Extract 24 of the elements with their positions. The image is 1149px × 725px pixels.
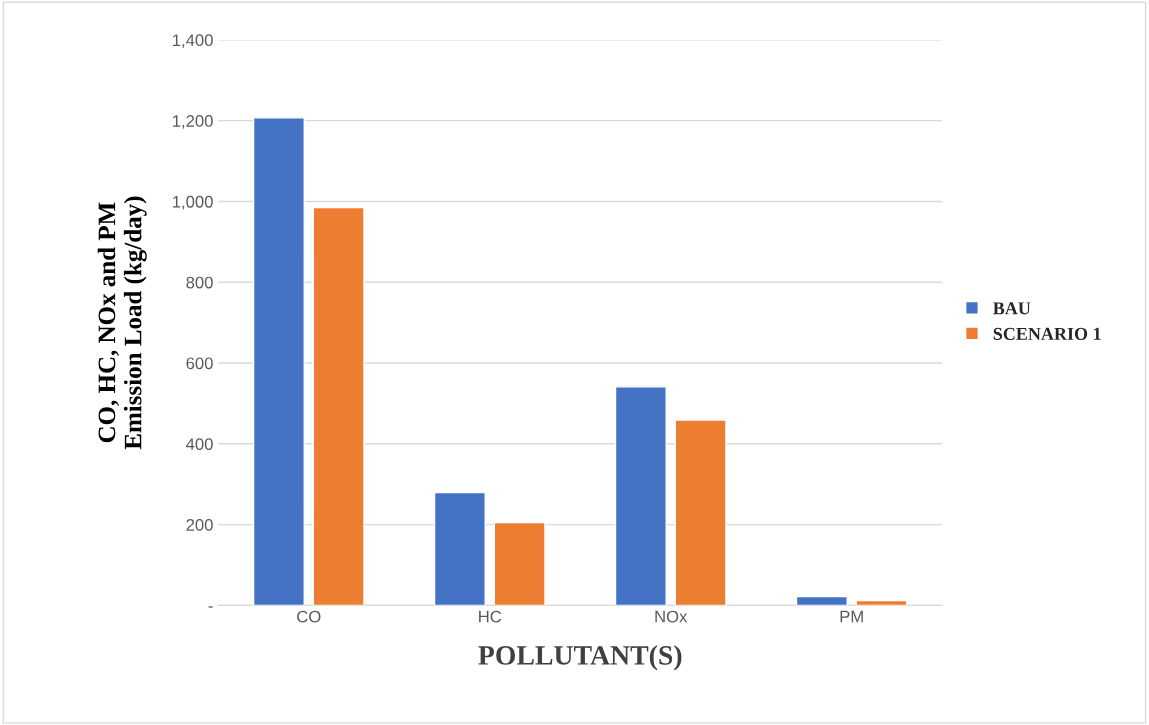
- y-tick-label: 1,000: [173, 195, 213, 210]
- bar: [674, 419, 727, 606]
- y-tick-label: -: [208, 606, 213, 608]
- y-tick-label: 800: [186, 276, 213, 289]
- bar: [795, 595, 848, 606]
- y-tick-label: 200: [186, 518, 213, 531]
- x-tick-label: NOx: [655, 610, 688, 623]
- y-axis-title: CO, HC, NOx and PM Emission Load (kg/day): [97, 196, 147, 450]
- bar: [312, 206, 365, 606]
- legend-label: SCENARIO 1: [993, 327, 1101, 340]
- legend-label: BAU: [993, 302, 1031, 315]
- bar: [252, 117, 305, 606]
- x-tick-label: HC: [479, 610, 502, 623]
- x-tick-label: CO: [297, 610, 321, 623]
- bar: [855, 599, 908, 606]
- y-tick-label: 600: [186, 357, 213, 370]
- y-tick-label: 1,400: [173, 34, 213, 49]
- bar: [493, 521, 546, 606]
- bar: [433, 491, 486, 606]
- x-axis-title: POLLUTANT(S): [478, 645, 682, 671]
- x-tick-label: PM: [840, 610, 863, 623]
- y-tick-label: 400: [186, 438, 213, 451]
- y-tick-label: 1,200: [173, 115, 213, 129]
- bar: [614, 386, 667, 606]
